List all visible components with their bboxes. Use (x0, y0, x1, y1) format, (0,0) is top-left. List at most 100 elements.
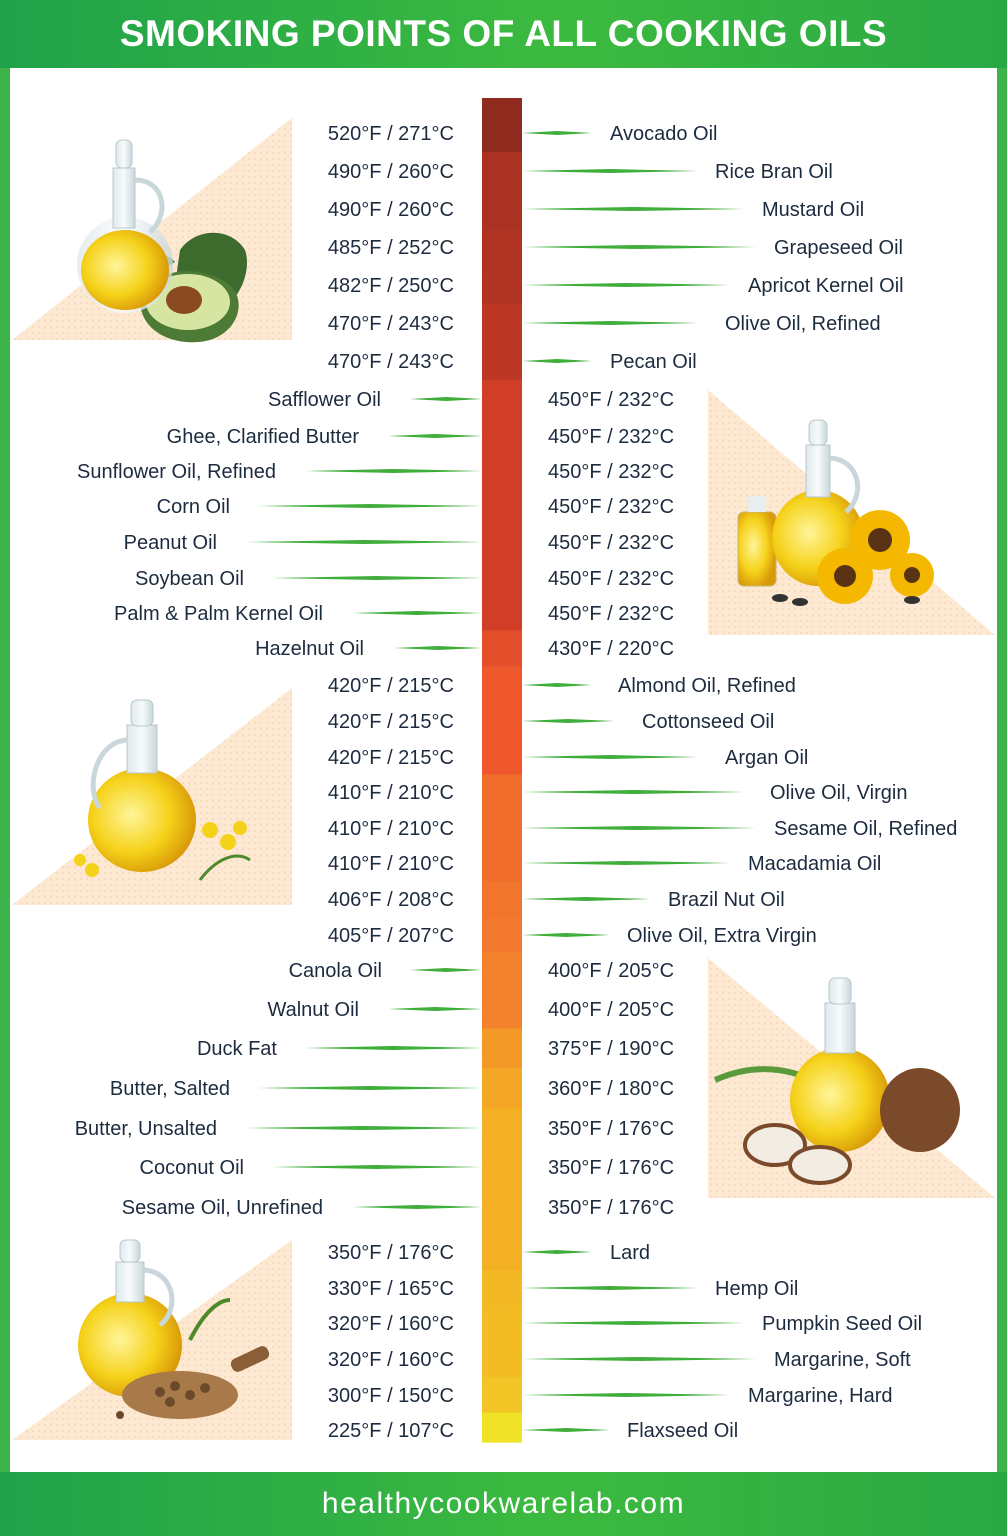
leader-line (522, 683, 592, 687)
scale-segment (482, 1305, 522, 1342)
scale-segment (482, 98, 522, 153)
table-row: Olive Oil, Refined 470°F / 243°C (328, 313, 881, 335)
smoke-point-label: 406°F / 208°C (328, 889, 454, 911)
oil-name-label: Ghee, Clarified Butter (167, 426, 360, 448)
oil-name-label: Sesame Oil, Unrefined (122, 1197, 323, 1219)
oil-name-label: Corn Oil (157, 496, 230, 518)
smoke-point-label: 420°F / 215°C (328, 675, 454, 697)
header-banner: SMOKING POINTS OF ALL COOKING OILS (0, 0, 1007, 68)
oil-name-label: Olive Oil, Refined (725, 313, 881, 335)
leader-line (305, 1046, 482, 1050)
leader-line (522, 826, 756, 830)
smoke-point-rows: Avocado Oil 520°F / 271°C Rice Bran Oil 490… (75, 123, 958, 1442)
oil-name-label: Rice Bran Oil (715, 161, 833, 183)
leader-line (352, 611, 482, 615)
scale-segment (482, 774, 522, 811)
oil-name-label: Brazil Nut Oil (668, 889, 785, 911)
table-row: Brazil Nut Oil 406°F / 208°C (328, 889, 785, 911)
oil-name-label: Butter, Salted (110, 1078, 230, 1100)
table-row: Olive Oil, Virgin 410°F / 210°C (328, 782, 908, 804)
smoke-point-label: 490°F / 260°C (328, 161, 454, 183)
oil-bottle-sunflower-icon (737, 419, 934, 606)
scale-segment (482, 810, 522, 847)
smoke-point-label: 320°F / 160°C (328, 1313, 454, 1335)
table-row: Margarine, Soft 320°F / 160°C (328, 1349, 911, 1371)
oil-name-label: Lard (610, 1242, 650, 1264)
leader-line (522, 245, 756, 249)
smoke-point-label: 350°F / 176°C (548, 1157, 674, 1179)
table-row: Butter, Salted 360°F / 180°C (110, 1078, 674, 1100)
temperature-scale-bar (482, 98, 522, 1443)
smoke-point-label: 400°F / 205°C (548, 999, 674, 1021)
right-frame-border (997, 68, 1007, 1472)
scale-segment (482, 228, 522, 267)
scale-segment (482, 304, 522, 343)
scale-segment (482, 190, 522, 229)
leader-line (352, 1205, 482, 1209)
smoke-point-label: 485°F / 252°C (328, 237, 454, 259)
table-row: Coconut Oil 350°F / 176°C (140, 1157, 675, 1179)
leader-line (522, 897, 650, 901)
table-row: Hemp Oil 330°F / 165°C (328, 1278, 798, 1300)
smoke-point-label: 430°F / 220°C (548, 638, 674, 660)
leader-line (522, 1286, 698, 1290)
table-row: Margarine, Hard 300°F / 150°C (328, 1385, 893, 1407)
oil-name-label: Apricot Kernel Oil (748, 275, 904, 297)
smoke-point-label: 225°F / 107°C (328, 1420, 454, 1442)
oil-name-label: Mustard Oil (762, 199, 864, 221)
smoke-point-label: 420°F / 215°C (328, 747, 454, 769)
leader-line (522, 1321, 744, 1325)
leader-line (522, 1393, 730, 1397)
left-frame-border (0, 68, 10, 1472)
scale-segment (482, 989, 522, 1030)
table-row: Pecan Oil 470°F / 243°C (328, 351, 697, 373)
table-row: Sunflower Oil, Refined 450°F / 232°C (77, 461, 674, 483)
leader-line (394, 646, 482, 650)
table-row: Avocado Oil 520°F / 271°C (328, 123, 718, 145)
table-row: Sesame Oil, Unrefined 350°F / 176°C (122, 1197, 674, 1219)
oil-bottle-hemp-seed-icon (78, 1239, 270, 1419)
table-row: Butter, Unsalted 350°F / 176°C (75, 1118, 674, 1140)
table-row: Palm & Palm Kernel Oil 450°F / 232°C (114, 603, 674, 625)
table-row: Corn Oil 450°F / 232°C (157, 496, 674, 518)
leader-line (245, 1126, 482, 1130)
oil-name-label: Peanut Oil (124, 532, 217, 554)
leader-line (410, 397, 482, 401)
leader-line (522, 755, 698, 759)
oil-name-label: Soybean Oil (135, 568, 244, 590)
smoke-point-label: 300°F / 150°C (328, 1385, 454, 1407)
smoke-point-label: 410°F / 210°C (328, 818, 454, 840)
scale-segment (482, 266, 522, 305)
leader-line (522, 359, 592, 363)
table-row: Almond Oil, Refined 420°F / 215°C (328, 675, 796, 697)
scale-segment (482, 524, 522, 561)
smoke-point-label: 320°F / 160°C (328, 1349, 454, 1371)
oil-name-label: Cottonseed Oil (642, 711, 774, 733)
scale-segment (482, 917, 522, 954)
smoke-point-label: 450°F / 232°C (548, 568, 674, 590)
footer-banner: healthycookwarelab.com (0, 1472, 1007, 1536)
oil-name-label: Sesame Oil, Refined (774, 818, 957, 840)
leader-line (305, 469, 482, 473)
leader-line (388, 1007, 482, 1011)
oil-name-label: Margarine, Hard (748, 1385, 893, 1407)
oil-name-label: Safflower Oil (268, 389, 381, 411)
scale-segment (482, 342, 522, 381)
oil-name-label: Butter, Unsalted (75, 1118, 217, 1140)
smoke-point-label: 470°F / 243°C (328, 351, 454, 373)
table-row: Walnut Oil 400°F / 205°C (267, 999, 674, 1021)
smoke-point-label: 405°F / 207°C (328, 925, 454, 947)
oil-name-label: Argan Oil (725, 747, 808, 769)
smoke-point-label: 330°F / 165°C (328, 1278, 454, 1300)
oil-name-label: Olive Oil, Virgin (770, 782, 907, 804)
table-row: Macadamia Oil 410°F / 210°C (328, 853, 881, 875)
table-row: Rice Bran Oil 490°F / 260°C (328, 161, 833, 183)
oil-name-label: Pecan Oil (610, 351, 697, 373)
smoke-point-label: 470°F / 243°C (328, 313, 454, 335)
scale-segment (482, 417, 522, 455)
smoke-point-label: 360°F / 180°C (548, 1078, 674, 1100)
scale-segment (482, 1229, 522, 1271)
smoke-point-label: 450°F / 232°C (548, 532, 674, 554)
oil-name-label: Avocado Oil (610, 123, 717, 145)
